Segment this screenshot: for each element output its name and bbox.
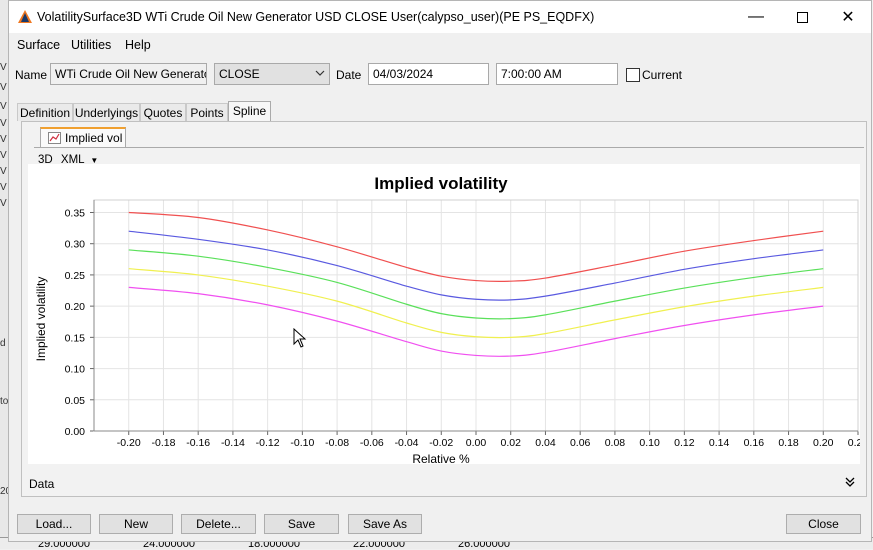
y-axis-label: Implied volatility — [34, 277, 48, 362]
dropdown-arrow-icon: ▼ — [90, 156, 99, 165]
tab-quotes[interactable]: Quotes — [140, 103, 186, 121]
window-title: VolatilitySurface3D WTi Crude Oil New Ge… — [37, 10, 595, 24]
x-tick-label: 0.06 — [570, 437, 591, 449]
x-tick-label: 0.02 — [501, 437, 522, 449]
y-tick-label: 0.20 — [65, 301, 86, 313]
type-select-value: CLOSE — [219, 67, 260, 81]
x-tick-label: -0.04 — [395, 437, 419, 449]
bg-fragment: V — [0, 150, 7, 161]
x-tick-label: -0.02 — [429, 437, 453, 449]
bg-fragment: V — [0, 166, 7, 177]
load-button[interactable]: Load... — [17, 514, 91, 534]
date-label: Date — [336, 68, 362, 82]
x-tick-label: 0.10 — [639, 437, 660, 449]
chart-toolbar: 3D XML ▼ — [38, 154, 98, 166]
bg-fragment: V — [0, 62, 7, 73]
x-tick-label: 0.08 — [605, 437, 626, 449]
x-tick-label: -0.20 — [117, 437, 141, 449]
data-section-label[interactable]: Data — [29, 477, 55, 491]
current-label: Current — [642, 68, 683, 82]
tab-spline[interactable]: Spline — [228, 101, 271, 122]
close-icon[interactable]: ✕ — [841, 9, 855, 26]
bg-fragment: 20 — [0, 486, 12, 497]
save-button[interactable]: Save — [264, 514, 339, 534]
chevron-down-icon — [315, 67, 325, 82]
y-tick-label: 0.25 — [65, 270, 86, 282]
tab-definition[interactable]: Definition — [17, 103, 73, 121]
bg-fragment: d — [0, 338, 6, 349]
x-tick-label: -0.08 — [325, 437, 349, 449]
implied-vol-chart[interactable]: Implied volatility Relative % Implied vo… — [28, 164, 860, 464]
x-tick-label: -0.12 — [256, 437, 280, 449]
xml-menu-label: XML — [60, 154, 85, 166]
x-tick-label: 0.18 — [778, 437, 799, 449]
x-tick-label: 0.16 — [744, 437, 765, 449]
menu-help[interactable]: Help — [125, 38, 151, 52]
app-logo-icon — [17, 9, 33, 28]
type-select[interactable]: CLOSE — [214, 63, 330, 85]
title-bar[interactable]: VolatilitySurface3D WTi Crude Oil New Ge… — [9, 1, 871, 33]
current-checkbox[interactable] — [626, 68, 640, 82]
bg-fragment: V — [0, 198, 7, 209]
xml-menu-button[interactable]: XML ▼ — [61, 154, 98, 166]
series-line-1 — [128, 211, 824, 282]
name-label: Name — [15, 68, 48, 82]
subtab-divider — [34, 147, 864, 148]
x-tick-label: 0.00 — [466, 437, 487, 449]
date-field[interactable]: 04/03/2024 — [368, 63, 489, 85]
background-window-strip: V V V V V V V V V d to 20 — [0, 0, 12, 548]
volatility-surface-window: VolatilitySurface3D WTi Crude Oil New Ge… — [8, 0, 872, 542]
subtab-implied-vol[interactable]: Implied vol — [40, 127, 126, 147]
series-line-2 — [128, 230, 824, 301]
y-tick-label: 0.10 — [65, 364, 86, 376]
y-tick-label: 0.05 — [65, 395, 86, 407]
minimize-icon[interactable]: — — [748, 8, 764, 25]
y-tick-label: 0.00 — [65, 426, 86, 438]
plot-area: -0.20 -0.18 -0.16 -0.14 -0.12 -0.10 -0.08 -0.06… — [65, 199, 860, 449]
y-tick-label: 0.15 — [65, 332, 86, 344]
tab-underlyings[interactable]: Underlyings — [73, 103, 140, 121]
subtab-label: Implied vol — [65, 131, 123, 145]
menu-bar: Surface Utilities Help — [9, 34, 871, 56]
bg-fragment: V — [0, 82, 7, 93]
chart-title: Implied volatility — [374, 174, 508, 193]
menu-surface[interactable]: Surface — [17, 38, 61, 52]
x-tick-label: 0.12 — [674, 437, 695, 449]
menu-utilities[interactable]: Utilities — [71, 38, 112, 52]
y-tick-label: 0.35 — [65, 207, 86, 219]
bg-fragment: V — [0, 101, 7, 112]
series-line-3 — [128, 249, 824, 320]
x-tick-label: -0.16 — [186, 437, 210, 449]
x-tick-label: 0.22 — [848, 437, 860, 449]
save-as-button[interactable]: Save As — [348, 514, 422, 534]
close-button[interactable]: Close — [786, 514, 861, 534]
mouse-cursor-icon — [293, 327, 307, 351]
x-tick-label: -0.10 — [290, 437, 314, 449]
bg-fragment: V — [0, 118, 7, 129]
x-tick-label: -0.18 — [151, 437, 175, 449]
bg-fragment: V — [0, 134, 7, 145]
x-tick-label: 0.20 — [813, 437, 834, 449]
x-tick-label: 0.04 — [535, 437, 556, 449]
expand-chevrons-icon[interactable] — [845, 477, 855, 490]
y-tick-label: 0.30 — [65, 239, 86, 251]
maximize-icon[interactable] — [779, 1, 825, 33]
tab-points[interactable]: Points — [186, 103, 228, 121]
bg-fragment: to — [0, 396, 9, 407]
name-field[interactable]: WTi Crude Oil New Generator — [50, 63, 207, 85]
new-button[interactable]: New — [99, 514, 173, 534]
series-line-5 — [128, 286, 824, 357]
line-chart-icon — [48, 132, 61, 147]
series-line-4 — [128, 268, 824, 339]
bg-fragment: V — [0, 182, 7, 193]
time-field[interactable]: 7:00:00 AM — [496, 63, 618, 85]
x-tick-label: -0.06 — [360, 437, 384, 449]
x-axis-label: Relative % — [412, 452, 470, 464]
three-d-button[interactable]: 3D — [38, 154, 53, 166]
x-tick-label: 0.14 — [709, 437, 730, 449]
x-tick-label: -0.14 — [221, 437, 245, 449]
delete-button[interactable]: Delete... — [181, 514, 256, 534]
